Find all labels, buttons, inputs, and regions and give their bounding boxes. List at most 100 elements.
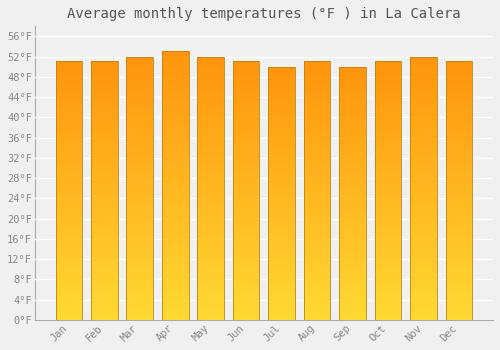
Bar <box>374 211 402 214</box>
Bar <box>126 144 153 146</box>
Bar <box>268 267 295 269</box>
Bar <box>126 273 153 275</box>
Bar <box>339 198 366 201</box>
Bar <box>304 74 330 77</box>
Bar <box>268 214 295 216</box>
Bar <box>198 120 224 122</box>
Bar <box>304 222 330 224</box>
Bar <box>268 279 295 282</box>
Bar <box>410 265 437 267</box>
Bar <box>268 138 295 140</box>
Bar <box>198 173 224 175</box>
Bar <box>162 121 188 124</box>
Bar <box>56 95 82 97</box>
Bar <box>56 108 82 110</box>
Bar <box>162 299 188 301</box>
Bar <box>410 112 437 114</box>
Bar <box>374 103 402 105</box>
Bar <box>126 175 153 178</box>
Bar <box>339 155 366 158</box>
Bar <box>446 136 472 139</box>
Bar <box>126 131 153 133</box>
Bar <box>339 287 366 289</box>
Bar <box>126 275 153 278</box>
Bar <box>126 233 153 236</box>
Bar <box>339 234 366 236</box>
Bar <box>446 232 472 234</box>
Bar <box>198 299 224 301</box>
Bar <box>126 254 153 257</box>
Bar <box>339 279 366 282</box>
Bar <box>374 61 402 64</box>
Bar <box>198 64 224 67</box>
Bar <box>268 122 295 125</box>
Bar <box>91 141 118 144</box>
Bar <box>339 302 366 305</box>
Bar <box>374 253 402 255</box>
Bar <box>198 91 224 93</box>
Bar <box>126 259 153 262</box>
Bar <box>374 162 402 165</box>
Bar <box>126 133 153 136</box>
Bar <box>446 302 472 304</box>
Bar <box>339 82 366 84</box>
Bar <box>339 92 366 94</box>
Bar <box>56 273 82 276</box>
Bar <box>162 288 188 290</box>
Bar <box>162 110 188 113</box>
Bar <box>410 107 437 109</box>
Bar <box>268 239 295 241</box>
Bar <box>268 244 295 246</box>
Bar <box>198 175 224 178</box>
Bar <box>198 133 224 136</box>
Bar <box>56 110 82 113</box>
Bar <box>304 113 330 116</box>
Bar <box>446 222 472 224</box>
Bar <box>233 121 260 123</box>
Bar <box>304 157 330 160</box>
Bar <box>339 67 366 69</box>
Bar <box>446 209 472 211</box>
Bar <box>410 307 437 309</box>
Bar <box>126 170 153 173</box>
Bar <box>198 138 224 141</box>
Bar <box>446 196 472 198</box>
Bar <box>126 164 153 167</box>
Bar <box>339 122 366 125</box>
Bar <box>268 287 295 289</box>
Bar <box>339 97 366 100</box>
Bar <box>233 160 260 162</box>
Bar <box>268 211 295 213</box>
Bar <box>56 307 82 310</box>
Bar <box>410 88 437 91</box>
Bar <box>233 139 260 141</box>
Bar <box>304 134 330 136</box>
Bar <box>446 97 472 100</box>
Bar <box>339 166 366 168</box>
Bar <box>91 87 118 90</box>
Bar <box>198 178 224 180</box>
Bar <box>126 225 153 228</box>
Bar <box>268 79 295 82</box>
Bar <box>162 132 188 134</box>
Bar <box>91 216 118 219</box>
Bar <box>198 167 224 170</box>
Bar <box>162 301 188 304</box>
Bar <box>56 292 82 294</box>
Bar <box>91 229 118 232</box>
Bar <box>56 279 82 281</box>
Bar <box>91 92 118 95</box>
Bar <box>268 127 295 130</box>
Bar <box>91 149 118 152</box>
Bar <box>56 302 82 304</box>
Bar <box>339 107 366 110</box>
Bar <box>233 304 260 307</box>
Bar <box>268 186 295 188</box>
Bar <box>91 260 118 263</box>
Bar <box>56 113 82 116</box>
Bar <box>233 157 260 160</box>
Bar <box>374 196 402 198</box>
Bar <box>162 245 188 247</box>
Bar <box>91 144 118 147</box>
Bar <box>233 131 260 134</box>
